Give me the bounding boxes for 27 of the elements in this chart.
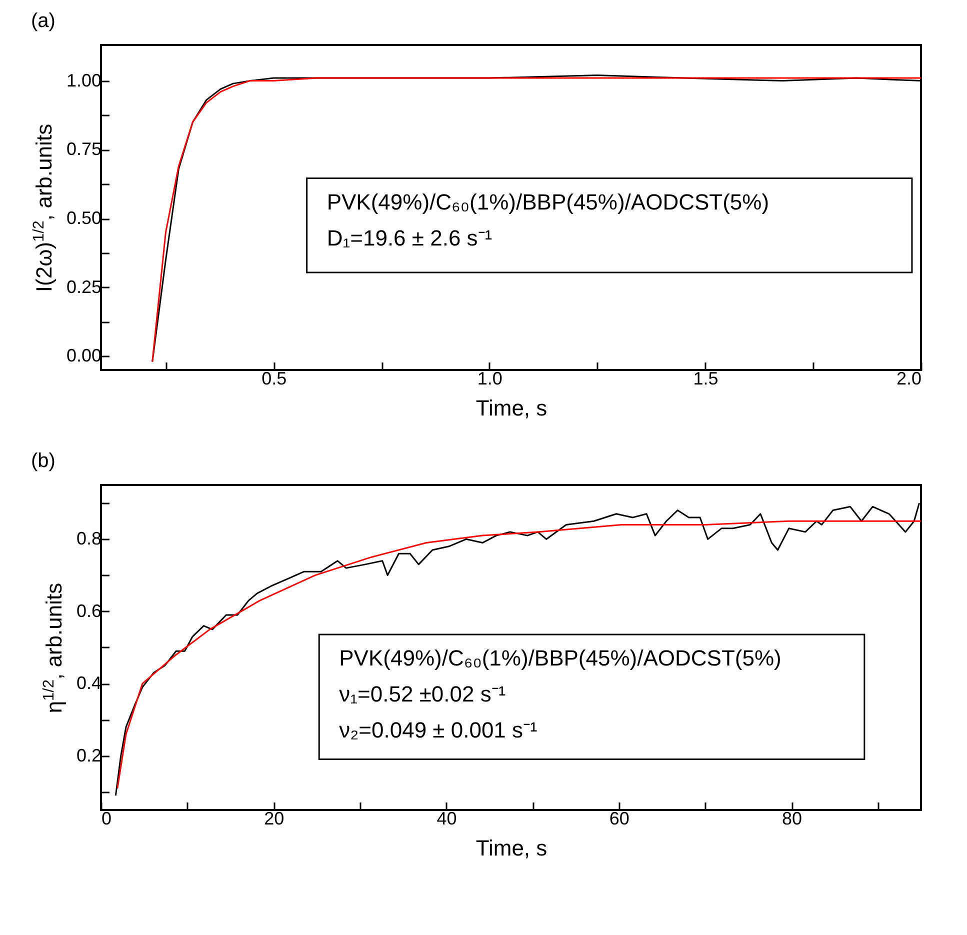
x-axis-title: Time, s bbox=[476, 836, 548, 860]
x-tick-label: 80 bbox=[782, 808, 802, 828]
chart-title: (b) bbox=[31, 450, 56, 472]
x-tick-label: 40 bbox=[436, 808, 457, 828]
x-tick-label: 60 bbox=[609, 808, 630, 828]
x-tick-label: 1.5 bbox=[693, 368, 718, 388]
x-tick-label: 1.0 bbox=[477, 368, 502, 388]
x-tick-label: 0 bbox=[102, 808, 112, 828]
x-tick-label: 20 bbox=[264, 808, 284, 828]
x-tick-label: 2.0 bbox=[896, 368, 922, 388]
x-axis-title: Time, s bbox=[476, 396, 548, 420]
y-tick-label: 0.6 bbox=[76, 600, 102, 621]
annotation: ν₂=0.049 ± 0.001 s⁻¹ bbox=[339, 718, 538, 742]
y-tick-label: 0.8 bbox=[76, 528, 102, 549]
y-tick-label: 0.00 bbox=[66, 346, 102, 366]
annotation: PVK(49%)/C₆₀(1%)/BBP(45%)/AODCST(5%) bbox=[339, 646, 782, 670]
chart-title: (a) bbox=[31, 10, 56, 32]
annotation: PVK(49%)/C₆₀(1%)/BBP(45%)/AODCST(5%) bbox=[326, 189, 770, 214]
y-tick-label: 0.50 bbox=[66, 208, 102, 228]
annotation: D₁=19.6 ± 2.6 s⁻¹ bbox=[326, 225, 492, 250]
y-tick-label: 0.4 bbox=[76, 673, 102, 694]
y-tick-label: 1.00 bbox=[66, 70, 102, 90]
y-tick-label: 0.75 bbox=[66, 139, 102, 160]
annotation: ν₁=0.52 ±0.02 s⁻¹ bbox=[339, 682, 506, 706]
x-tick-label: 0.5 bbox=[262, 368, 287, 388]
y-tick-label: 0.25 bbox=[66, 276, 102, 297]
y-tick-label: 0.2 bbox=[76, 745, 102, 766]
